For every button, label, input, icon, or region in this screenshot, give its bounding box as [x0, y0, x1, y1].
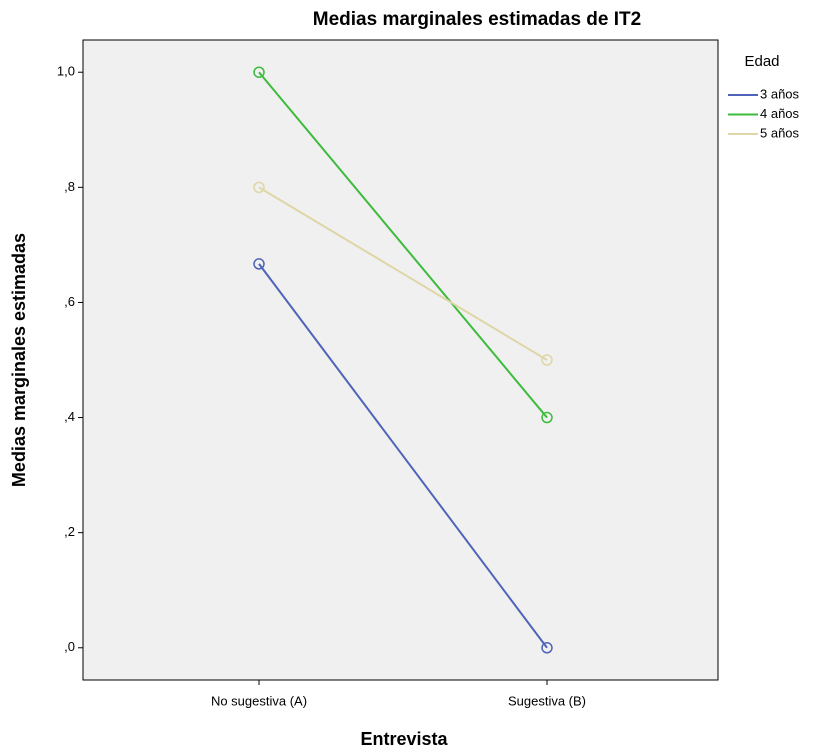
point: [253, 258, 265, 270]
y-tick-label: 1,0: [57, 64, 75, 79]
y-tick-label: ,4: [64, 409, 75, 424]
series-line: [258, 71, 548, 419]
x-tick-label: Sugestiva (B): [508, 693, 586, 708]
chart-title: Medias marginales estimadas de IT2: [313, 9, 641, 30]
point: [541, 642, 553, 654]
legend-label: 5 años: [760, 125, 800, 140]
point: [253, 181, 265, 194]
legend-label: 3 años: [760, 86, 800, 101]
y-axis-title: Medias marginales estimadas: [9, 233, 29, 487]
y-tick-label: ,0: [64, 639, 75, 654]
x-tick-label: No sugestiva (A): [211, 693, 307, 708]
point: [253, 66, 265, 78]
y-tick-label: ,6: [64, 294, 75, 309]
x-axis-title: Entrevista: [360, 729, 448, 749]
plot-area: [82, 39, 719, 681]
series-line: [258, 263, 548, 649]
point: [541, 411, 553, 424]
y-tick-label: ,2: [64, 524, 75, 539]
y-tick-label: ,8: [64, 179, 75, 194]
legend-title: Edad: [744, 53, 779, 70]
point: [541, 354, 553, 366]
series-line: [258, 186, 548, 361]
legend-label: 4 años: [760, 106, 800, 121]
